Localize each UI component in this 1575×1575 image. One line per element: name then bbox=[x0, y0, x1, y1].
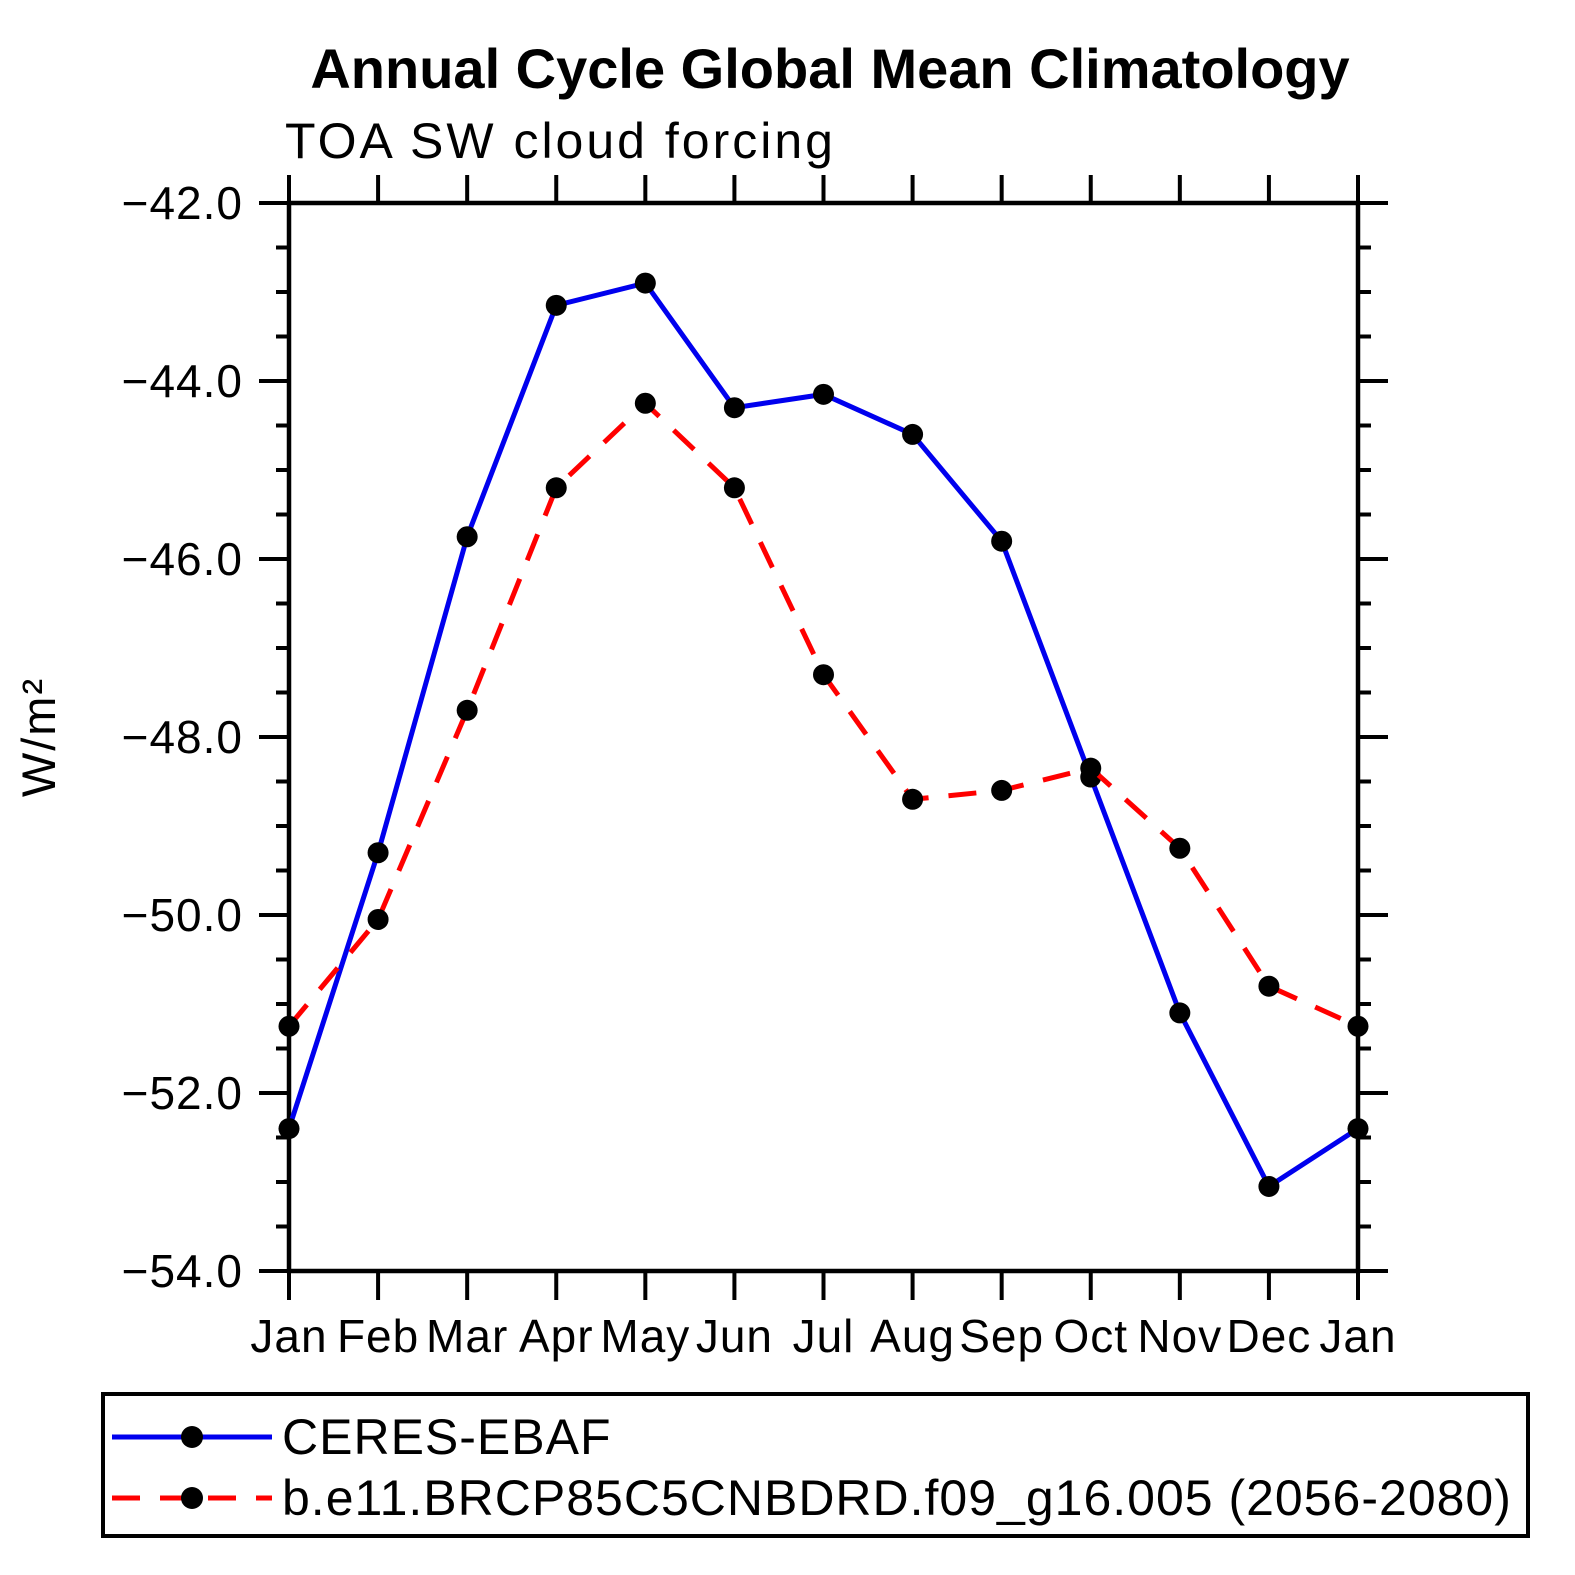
data-point bbox=[634, 272, 656, 294]
x-tick-label: Aug bbox=[870, 1310, 955, 1362]
data-point bbox=[1347, 1118, 1369, 1140]
series-line-1 bbox=[286, 280, 1360, 1191]
x-tick-label: Jan bbox=[1319, 1310, 1396, 1362]
data-point bbox=[278, 1015, 300, 1037]
data-point bbox=[367, 908, 389, 930]
x-tick-label: Jun bbox=[696, 1310, 773, 1362]
data-point bbox=[367, 842, 389, 864]
x-tick-label: May bbox=[600, 1310, 690, 1362]
data-point bbox=[1258, 975, 1280, 997]
data-point bbox=[456, 526, 478, 548]
x-tick-label: Nov bbox=[1137, 1310, 1222, 1362]
y-tick-label: −44.0 bbox=[122, 355, 243, 407]
axes bbox=[259, 175, 1388, 1300]
data-point bbox=[456, 699, 478, 721]
data-point bbox=[813, 664, 834, 686]
y-tick-label: −42.0 bbox=[122, 177, 243, 229]
legend-marker bbox=[181, 1487, 203, 1509]
data-series bbox=[278, 272, 1369, 1197]
data-point bbox=[902, 788, 924, 810]
legend: CERES-EBAFb.e11.BRCP85C5CNBDRD.f09_g16.0… bbox=[101, 1392, 1530, 1538]
data-point bbox=[902, 423, 924, 445]
x-tick-label: Jan bbox=[250, 1310, 327, 1362]
x-tick-label: Apr bbox=[519, 1310, 594, 1362]
y-axis-label: W/m² bbox=[12, 677, 65, 797]
y-tick-label: −54.0 bbox=[122, 1245, 243, 1297]
data-point bbox=[278, 1118, 300, 1140]
data-point bbox=[991, 530, 1013, 552]
data-point bbox=[1258, 1175, 1280, 1197]
data-point bbox=[634, 392, 656, 414]
x-tick-label: Jul bbox=[793, 1310, 855, 1362]
legend-marker bbox=[181, 1426, 203, 1448]
chart-subtitle: TOA SW cloud forcing bbox=[285, 113, 836, 169]
plot-frame bbox=[286, 200, 1361, 1274]
data-point bbox=[545, 294, 567, 316]
legend-label: CERES-EBAF bbox=[282, 1409, 612, 1465]
data-point bbox=[545, 477, 567, 499]
y-tick-label: −52.0 bbox=[122, 1067, 243, 1119]
y-tick-label: −48.0 bbox=[122, 711, 243, 763]
data-point bbox=[1347, 1015, 1369, 1037]
data-point bbox=[1080, 757, 1102, 779]
data-point bbox=[991, 779, 1013, 801]
x-tick-label: Sep bbox=[959, 1310, 1044, 1362]
chart-title: Annual Cycle Global Mean Climatology bbox=[310, 37, 1349, 100]
x-tick-labels: Jan Feb Mar Apr May Jun Jul Aug Sep Oct Nov Dec Jan bbox=[250, 1310, 1396, 1362]
x-tick-label: Feb bbox=[337, 1310, 419, 1362]
x-tick-label: Oct bbox=[1053, 1310, 1128, 1362]
legend-label: b.e11.BRCP85C5CNBDRD.f09_g16.005 (2056-2… bbox=[282, 1470, 1512, 1526]
series-line-2 bbox=[287, 399, 1360, 1029]
data-point bbox=[723, 397, 745, 419]
y-tick-label: −46.0 bbox=[122, 533, 243, 585]
y-tick-label: −50.0 bbox=[122, 889, 243, 941]
data-point bbox=[1169, 1002, 1191, 1024]
data-point bbox=[1169, 837, 1191, 859]
x-tick-label: Dec bbox=[1227, 1310, 1312, 1362]
x-tick-label: Mar bbox=[426, 1310, 508, 1362]
y-tick-labels: −42.0 −44.0 −46.0 −48.0 −50.0 −52.0 −54.0 bbox=[122, 177, 243, 1297]
legend-box bbox=[101, 1392, 1530, 1538]
data-point bbox=[813, 383, 834, 405]
data-point bbox=[723, 477, 745, 499]
